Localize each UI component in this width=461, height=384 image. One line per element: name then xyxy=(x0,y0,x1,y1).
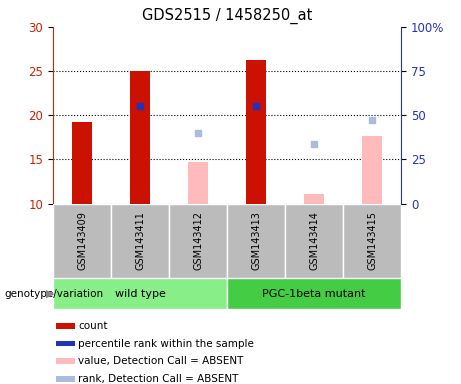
Bar xyxy=(56,358,75,364)
Text: value, Detection Call = ABSENT: value, Detection Call = ABSENT xyxy=(78,356,243,366)
Text: GSM143413: GSM143413 xyxy=(251,212,261,270)
Bar xyxy=(56,376,75,382)
Text: PGC-1beta mutant: PGC-1beta mutant xyxy=(262,289,366,299)
Bar xyxy=(169,204,227,278)
Bar xyxy=(343,204,401,278)
Bar xyxy=(188,162,208,204)
Text: rank, Detection Call = ABSENT: rank, Detection Call = ABSENT xyxy=(78,374,238,384)
Bar xyxy=(246,60,266,204)
Bar xyxy=(130,71,150,204)
Title: GDS2515 / 1458250_at: GDS2515 / 1458250_at xyxy=(142,8,312,24)
Text: genotype/variation: genotype/variation xyxy=(5,289,104,299)
Bar xyxy=(56,323,75,329)
Bar xyxy=(53,278,227,309)
Text: GSM143412: GSM143412 xyxy=(193,212,203,270)
Text: count: count xyxy=(78,321,107,331)
Bar xyxy=(285,204,343,278)
Bar xyxy=(56,341,75,346)
Bar xyxy=(111,204,169,278)
Text: GSM143411: GSM143411 xyxy=(135,212,145,270)
Bar xyxy=(362,136,382,204)
Text: GSM143415: GSM143415 xyxy=(367,212,377,270)
Text: percentile rank within the sample: percentile rank within the sample xyxy=(78,339,254,349)
Text: GSM143409: GSM143409 xyxy=(77,212,87,270)
Bar xyxy=(304,194,324,204)
Text: ▶: ▶ xyxy=(46,289,54,299)
Text: wild type: wild type xyxy=(115,289,165,299)
Bar xyxy=(227,278,401,309)
Bar xyxy=(227,204,285,278)
Bar xyxy=(53,204,111,278)
Bar xyxy=(72,122,92,204)
Text: GSM143414: GSM143414 xyxy=(309,212,319,270)
